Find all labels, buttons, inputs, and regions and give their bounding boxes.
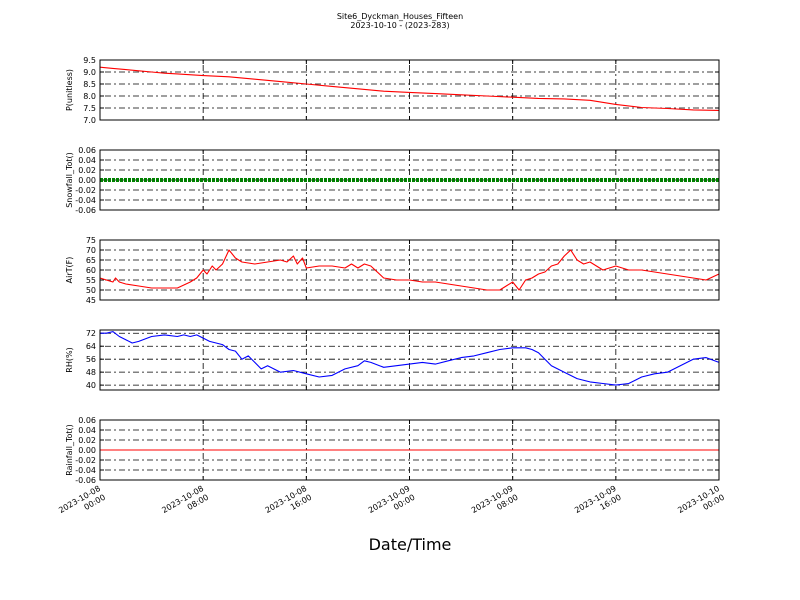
panel-0: 9.5 9.0 8.5 8.0 7.5 7.0 P(unitless) [65,56,720,125]
y-tick-label: -0.02 [75,186,96,195]
panel-frame [99,149,720,211]
y-tick-label: -0.06 [75,206,96,215]
y-tick-label: 50 [86,286,96,295]
y-tick-label: 55 [86,276,96,285]
series-line [100,331,720,386]
y-tick-label: 8.5 [83,80,96,89]
y-tick-label: 0.00 [78,446,96,455]
x-tick-label: 2023-10-0900:00 [367,484,417,524]
panel-frame [99,239,720,301]
y-tick-label: 8.0 [83,92,96,101]
y-tick-label: 7.0 [83,116,96,125]
y-tick-label: 45 [86,296,96,305]
panel-frame [99,59,720,121]
chart-title: Site6_Dyckman_Houses_Fifteen [337,12,463,21]
y-axis-label: P(unitless) [65,69,74,111]
y-tick-label: 0.02 [78,436,96,445]
y-tick-label: -0.02 [75,456,96,465]
series-line [99,249,720,291]
y-tick-label: 0.06 [78,146,96,155]
series-line [99,66,720,111]
y-tick-label: 9.5 [83,56,96,65]
panel-3: 72 64 56 48 40 RH(%) [65,329,720,391]
y-axis-label: RH(%) [65,347,74,372]
y-tick-label: 0.04 [78,156,96,165]
x-tick-label: 2023-10-0816:00 [264,484,314,524]
y-tick-label: 0.06 [78,416,96,425]
y-tick-label: 56 [86,355,96,364]
y-tick-label: 70 [86,246,96,255]
y-axis-label: Rainfall_Tot() [65,424,74,476]
y-tick-label: 0.00 [78,176,96,185]
panel-4: 0.060.040.020.00-0.02-0.04-0.06Rainfall_… [65,416,720,485]
y-tick-label: 0.02 [78,166,96,175]
x-tick-label: 2023-10-0808:00 [160,484,210,524]
x-tick-label: 2023-10-0908:00 [470,484,520,524]
y-tick-label: 48 [86,368,96,377]
panel-1: 0.060.040.020.00-0.02-0.04-0.06Snowfall_… [65,146,720,215]
y-axis-label: Snowfall_Tot() [65,152,74,208]
y-tick-label: -0.04 [75,196,96,205]
y-tick-label: 64 [86,342,96,351]
y-tick-label: 65 [86,256,96,265]
y-tick-label: 9.0 [83,68,96,77]
panels-group: 9.59.08.58.07.57.0P(unitless)0.060.040.0… [65,56,720,485]
y-tick-label: 72 [86,329,96,338]
x-tick-label: 2023-10-0916:00 [573,484,623,524]
y-tick-label: 40 [86,381,96,390]
y-tick-label: 75 [86,236,96,245]
chart-subtitle: 2023-10-10 - (2023-283) [350,21,449,30]
x-tick-label: 2023-10-0800:00 [57,484,107,524]
panel-frame [99,419,720,481]
y-tick-label: 60 [86,266,96,275]
y-axis-label: AirT(F) [65,257,74,284]
x-axis-label: Date/Time [369,535,452,554]
y-tick-label: -0.06 [75,476,96,485]
y-tick-label: -0.04 [75,466,96,475]
x-tick-labels: 2023-10-0800:00 2023-10-0808:00 2023-10-08… [57,484,726,524]
y-tick-label: 0.04 [78,426,96,435]
panel-frame [99,329,720,391]
y-tick-label: 7.5 [83,104,96,113]
x-tick-label: 2023-10-1000:00 [676,484,726,524]
